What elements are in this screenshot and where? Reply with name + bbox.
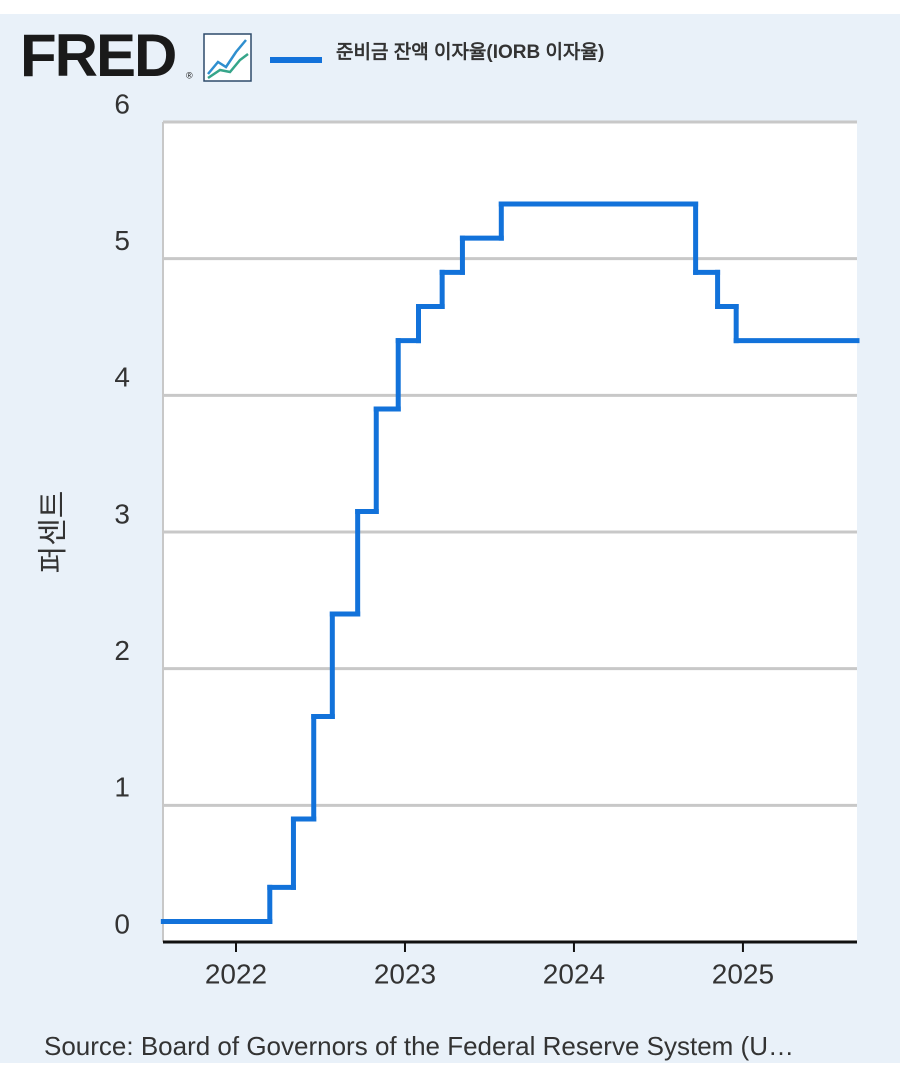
y-tick-label: 5 <box>114 225 130 256</box>
y-axis-label: 퍼센트 <box>37 491 70 574</box>
y-tick-label: 4 <box>114 362 130 393</box>
x-tick-label: 2025 <box>712 958 774 989</box>
y-tick-label: 2 <box>114 635 130 666</box>
y-tick-label: 6 <box>114 88 130 119</box>
logo: FRED <box>20 22 175 89</box>
x-tick-label: 2023 <box>374 958 436 989</box>
logo-mark: ® <box>186 70 193 80</box>
y-tick-label: 1 <box>114 772 130 803</box>
x-tick-label: 2024 <box>543 958 605 989</box>
y-tick-label: 0 <box>114 908 130 939</box>
x-tick-label: 2022 <box>205 958 267 989</box>
logo-icon <box>203 33 252 82</box>
y-tick-label: 3 <box>114 498 130 529</box>
source: Source: Board of Governors of the Federa… <box>44 1031 794 1061</box>
legend-label: 준비금 잔액 이자율(IORB 이자율) <box>336 41 604 63</box>
